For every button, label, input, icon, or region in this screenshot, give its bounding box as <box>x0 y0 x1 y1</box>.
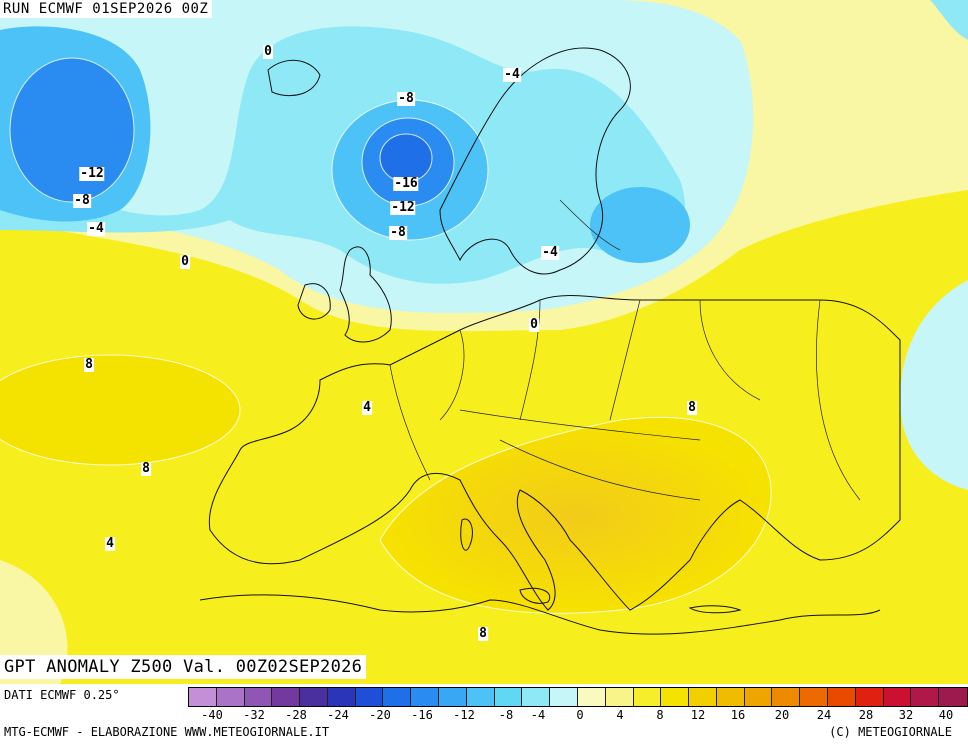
coastlines <box>199 47 901 635</box>
colorbar-tick-label: 0 <box>576 708 584 722</box>
contour-label: 0 <box>263 44 273 59</box>
colorbar-tick-label: -20 <box>369 708 391 722</box>
contour-label: 8 <box>84 357 94 372</box>
colorbar-swatch <box>827 688 856 706</box>
colorbar-tick-label: 12 <box>690 708 706 722</box>
colorbar-tick-label: -32 <box>243 708 265 722</box>
contour-label: 0 <box>180 254 190 269</box>
field-negative-12-atlantic <box>10 58 134 202</box>
colorbar-swatch <box>550 688 578 706</box>
contour-label: 4 <box>362 400 372 415</box>
colorbar-tick-label: 24 <box>816 708 832 722</box>
field-positive-8-atlantic <box>0 355 240 465</box>
contour-label: -8 <box>397 91 415 106</box>
colorbar-swatch <box>411 688 440 706</box>
colorbar-tick-label: 20 <box>774 708 790 722</box>
colorbar-tick-label: -16 <box>411 708 433 722</box>
map-canvas <box>0 0 968 684</box>
colorbar-swatch <box>855 688 884 706</box>
colorbar-swatch <box>911 688 940 706</box>
field-negative-8-baltic <box>590 187 690 263</box>
colorbar-swatch <box>605 688 634 706</box>
colorbar-swatch <box>744 688 773 706</box>
run-label: RUN ECMWF 01SEP2026 00Z <box>0 0 213 18</box>
colorbar-swatch <box>189 688 217 706</box>
contour-label: 8 <box>687 400 697 415</box>
colorbar-tick-label: 4 <box>616 708 624 722</box>
anomaly-map: RUN ECMWF 01SEP2026 00Z 0 -8 -4 -12 -8 -… <box>0 0 968 684</box>
contour-label: -4 <box>503 67 521 82</box>
colorbar-tick-label: -4 <box>530 708 546 722</box>
field-east-negative <box>900 280 968 490</box>
contour-label: -12 <box>79 166 105 181</box>
contour-label: 8 <box>141 461 151 476</box>
colorbar-swatch <box>883 688 912 706</box>
colorbar-tick-label: 8 <box>656 708 664 722</box>
colorbar-swatch <box>689 688 717 706</box>
contour-label: 4 <box>105 536 115 551</box>
colorbar-tick-label: -24 <box>327 708 349 722</box>
contour-label: -12 <box>390 200 416 215</box>
credits-left: MTG-ECMWF - ELABORAZIONE WWW.METEOGIORNA… <box>4 725 330 739</box>
contour-label: -16 <box>393 176 419 191</box>
colorbar-swatch <box>272 688 301 706</box>
colorbar-swatch <box>327 688 356 706</box>
colorbar-tick-label: -28 <box>285 708 307 722</box>
colorbar-swatch <box>494 688 523 706</box>
colorbar-tick-label: 16 <box>730 708 746 722</box>
colorbar-swatch <box>216 688 245 706</box>
colorbar-swatch <box>633 688 662 706</box>
credits-right: (C) METEOGIORNALE <box>829 725 952 739</box>
contour-label: -4 <box>87 221 105 236</box>
colorbar-swatch <box>800 688 828 706</box>
colorbar-swatch <box>355 688 384 706</box>
colorbar-swatch <box>439 688 467 706</box>
colorbar-tick-label: -40 <box>201 708 223 722</box>
contour-label: -8 <box>73 193 91 208</box>
contour-label: 0 <box>529 317 539 332</box>
colorbar-tick-label: 40 <box>938 708 954 722</box>
colorbar-ticks: -40 -32 -28 -24 -20 -16 -12 -8 -4 0 4 8 12 16 20 24 28 32… <box>188 708 968 724</box>
colorbar-swatch <box>939 688 967 706</box>
field-positive-8-mediterranean <box>380 417 772 614</box>
country-borders <box>389 199 861 501</box>
contour-label: -4 <box>541 245 559 260</box>
valid-time-label: GPT ANOMALY Z500 Val. 00Z02SEP2026 <box>0 655 367 679</box>
colorbar-tick-label: 32 <box>898 708 914 722</box>
colorbar-swatch <box>577 688 606 706</box>
colorbar <box>188 687 968 707</box>
colorbar-swatch <box>716 688 745 706</box>
field-negative-16-norway <box>380 134 432 182</box>
colorbar-swatch <box>772 688 801 706</box>
colorbar-swatch <box>300 688 328 706</box>
contour-label: 8 <box>478 626 488 641</box>
colorbar-swatch <box>466 688 495 706</box>
colorbar-swatch <box>383 688 412 706</box>
colorbar-swatch <box>661 688 690 706</box>
colorbar-swatch <box>244 688 273 706</box>
colorbar-tick-label: 28 <box>858 708 874 722</box>
colorbar-swatch <box>522 688 551 706</box>
legend-bar: DATI ECMWF 0.25° -40 -32 -28 -24 -20 -16 -12 -8… <box>0 686 968 745</box>
colorbar-tick-label: -12 <box>453 708 475 722</box>
contour-label: -8 <box>389 225 407 240</box>
data-source-label: DATI ECMWF 0.25° <box>4 688 120 702</box>
colorbar-tick-label: -8 <box>498 708 514 722</box>
